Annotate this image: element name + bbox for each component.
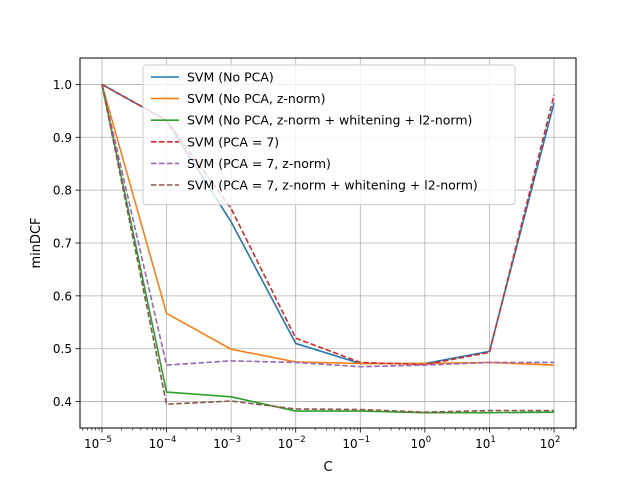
x-tick-exponent: −2 [293,435,306,445]
x-tick-exponent: −1 [358,435,371,445]
legend-label: SVM (No PCA) [187,70,274,85]
y-tick-label: 0.9 [53,131,72,145]
y-tick-label: 0.7 [53,237,72,251]
y-axis-label: minDCF [29,217,44,268]
y-tick-label: 0.6 [53,289,72,303]
x-tick-exponent: −5 [99,435,112,445]
series-line [101,84,555,413]
y-tick-label: 1.0 [53,78,72,92]
x-axis-label: C [323,460,332,475]
series-line [101,84,555,368]
y-tick-label: 0.5 [53,342,72,356]
legend-label: SVM (PCA = 7) [187,134,279,149]
x-tick-exponent: 1 [490,435,495,445]
legend-label: SVM (No PCA, z-norm + whitening + l2-nor… [187,113,472,128]
y-tick-label: 0.4 [53,395,72,409]
legend-box [142,64,516,206]
y-tick-label: 0.8 [53,184,72,198]
legend-label: SVM (No PCA, z-norm) [187,91,325,106]
x-tick-exponent: 0 [426,435,431,445]
x-tick-exponent: −4 [164,435,177,445]
x-tick-exponent: 2 [555,435,560,445]
legend: SVM (No PCA) SVM (No PCA, z-norm) SVM (No … [142,64,516,206]
legend-label: SVM (PCA = 7, z-norm) [187,156,331,171]
legend-label: SVM (PCA = 7, z-norm + whitening + l2-no… [187,178,478,193]
series-line [101,84,555,414]
x-tick-exponent: −3 [229,435,242,445]
